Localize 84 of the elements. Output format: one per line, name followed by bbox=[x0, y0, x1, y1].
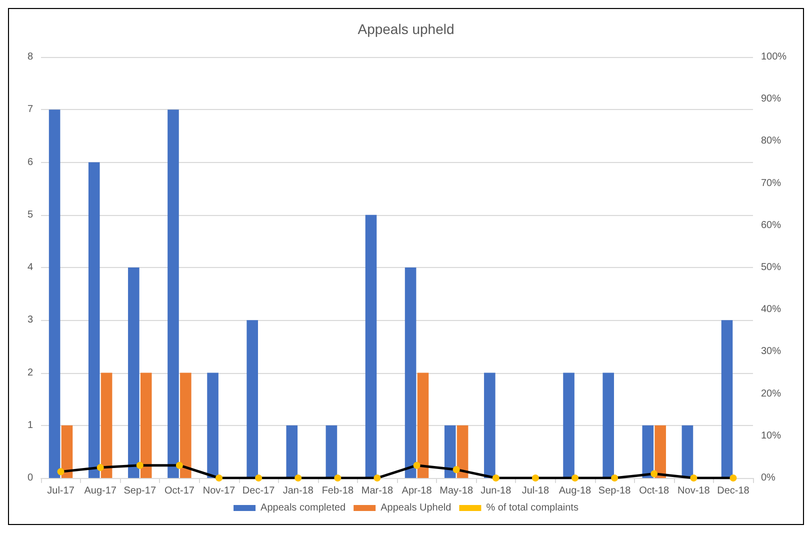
point bbox=[532, 474, 539, 482]
bar bbox=[326, 425, 338, 478]
x-tick-label: Jun-18 bbox=[480, 486, 512, 496]
y2-tick-label: 80% bbox=[761, 136, 782, 147]
bar bbox=[365, 214, 377, 478]
point bbox=[255, 474, 262, 482]
point bbox=[452, 466, 460, 474]
bar bbox=[246, 320, 258, 478]
x-tick-label: Mar-18 bbox=[361, 486, 394, 496]
y-tick-label: 4 bbox=[27, 262, 34, 273]
bar bbox=[484, 372, 496, 478]
y-tick-label: 8 bbox=[27, 52, 34, 62]
y-tick-label: 7 bbox=[27, 104, 34, 116]
y2-tick-label: 10% bbox=[761, 430, 782, 442]
x-tick-label: Sep-18 bbox=[598, 486, 632, 496]
y2-tick-label: 60% bbox=[761, 220, 782, 231]
point bbox=[690, 474, 698, 482]
x-tick-label: Oct-17 bbox=[164, 486, 195, 496]
y2-tick-label: 30% bbox=[761, 346, 782, 358]
x-tick-label: Aug-18 bbox=[558, 486, 592, 496]
point bbox=[176, 462, 183, 469]
y-tick-label: 3 bbox=[27, 314, 34, 326]
x-tick-label: Dec-17 bbox=[242, 486, 276, 496]
point bbox=[572, 474, 578, 482]
x-tick-label: Aug-17 bbox=[84, 486, 117, 496]
bar bbox=[168, 110, 179, 478]
x-tick-label: May-18 bbox=[440, 486, 474, 496]
bar bbox=[128, 268, 140, 478]
y-tick-label: 0 bbox=[27, 472, 34, 484]
chart-title: Appeals upheld bbox=[358, 21, 454, 37]
bar bbox=[404, 268, 416, 478]
y-tick-label: 2 bbox=[27, 367, 34, 378]
x-tick-label: Nov-17 bbox=[202, 486, 236, 496]
point bbox=[294, 474, 302, 482]
bar bbox=[602, 372, 614, 478]
y-tick-label: 1 bbox=[27, 420, 34, 431]
y2-tick-label: 100% bbox=[761, 52, 787, 62]
x-tick-label: Feb-18 bbox=[322, 486, 354, 496]
bar bbox=[721, 320, 733, 478]
bar bbox=[61, 425, 73, 478]
y2-tick-label: 20% bbox=[761, 388, 782, 400]
point bbox=[96, 464, 104, 471]
y-tick-label: 5 bbox=[27, 209, 34, 220]
x-tick-label: Nov-18 bbox=[678, 486, 710, 496]
y2-tick-label: 90% bbox=[761, 94, 782, 105]
bar bbox=[140, 372, 152, 478]
bar bbox=[88, 162, 100, 478]
bar bbox=[417, 372, 429, 478]
x-tick-label: Jul-17 bbox=[47, 486, 75, 496]
bar bbox=[100, 372, 112, 478]
x-tick-label: Sep-17 bbox=[124, 486, 156, 496]
legend-label: Appeals completed bbox=[260, 502, 346, 514]
y-tick-label: 6 bbox=[27, 156, 34, 168]
y2-tick-label: 0% bbox=[761, 472, 776, 484]
bar bbox=[180, 372, 192, 478]
y2-tick-label: 40% bbox=[761, 304, 782, 316]
point bbox=[334, 474, 342, 482]
point bbox=[611, 474, 618, 482]
legend-label: % of total complaints bbox=[486, 502, 578, 514]
bar bbox=[456, 425, 468, 478]
bar bbox=[48, 110, 60, 478]
bar bbox=[444, 425, 456, 478]
x-tick-label: Oct-18 bbox=[639, 486, 670, 496]
point bbox=[216, 474, 222, 482]
y2-tick-label: 50% bbox=[761, 262, 782, 273]
x-tick-label: Jul-18 bbox=[522, 486, 550, 496]
bar bbox=[654, 425, 666, 478]
point bbox=[57, 468, 64, 476]
point bbox=[413, 462, 420, 469]
x-tick-label: Apr-18 bbox=[402, 486, 432, 496]
x-tick-label: Jan-18 bbox=[282, 486, 314, 496]
bar bbox=[682, 425, 694, 478]
bar bbox=[563, 372, 574, 478]
bar bbox=[642, 425, 654, 478]
legend-label: Appeals Upheld bbox=[380, 502, 452, 514]
bar bbox=[207, 372, 218, 478]
bar bbox=[286, 425, 298, 478]
point bbox=[374, 474, 381, 482]
point bbox=[492, 474, 500, 482]
x-tick-label: Dec-18 bbox=[717, 486, 750, 496]
point bbox=[650, 470, 658, 478]
point bbox=[730, 474, 737, 482]
point bbox=[136, 462, 144, 469]
y2-tick-label: 70% bbox=[761, 178, 782, 189]
